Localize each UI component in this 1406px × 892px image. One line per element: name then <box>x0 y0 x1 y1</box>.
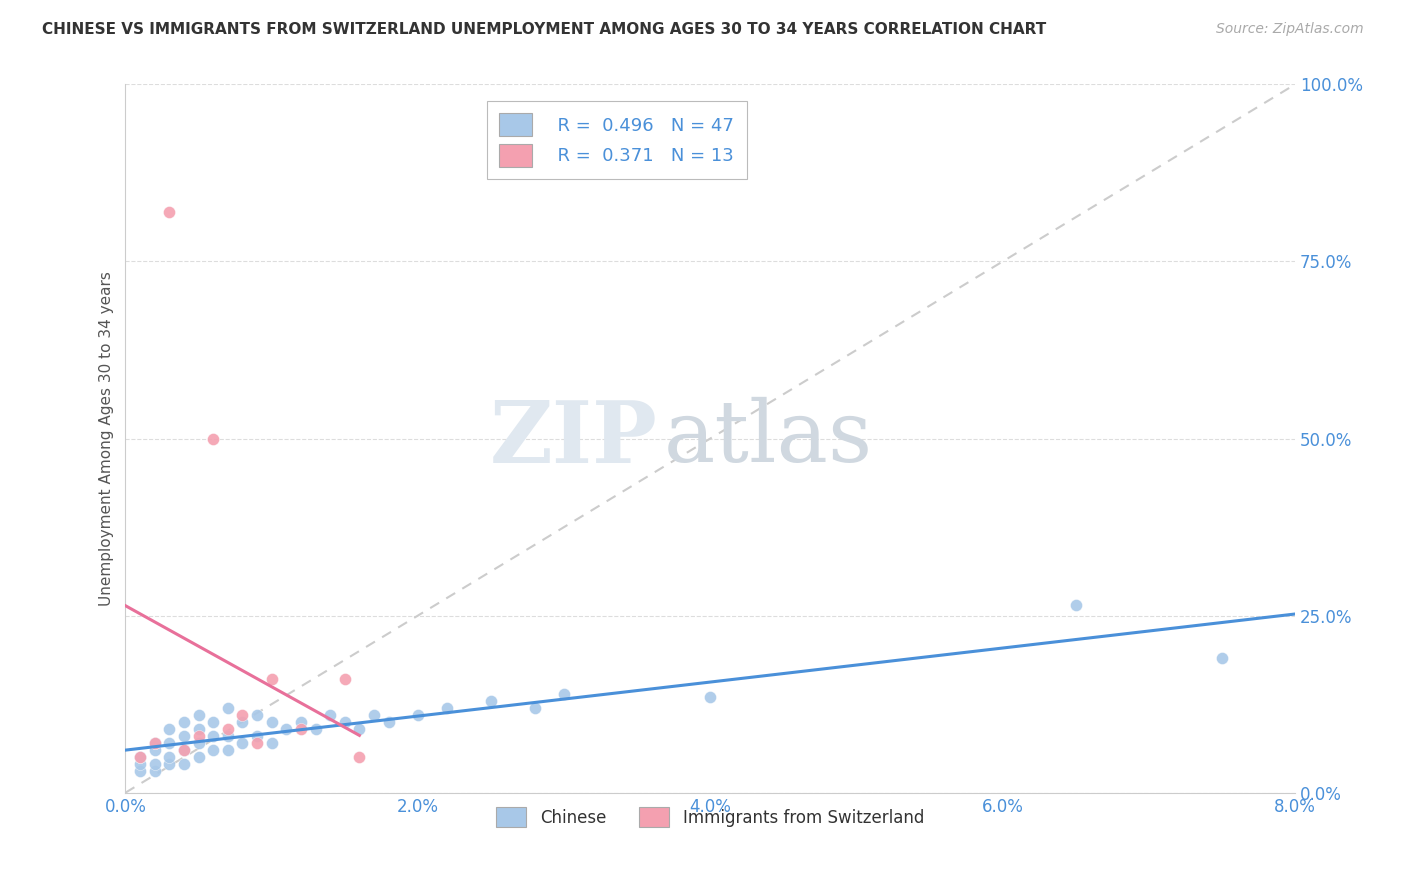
Point <box>157 736 180 750</box>
Point <box>173 743 195 757</box>
Point <box>276 722 298 736</box>
Point <box>304 722 326 736</box>
Point <box>349 750 371 764</box>
Point <box>129 757 152 772</box>
Point <box>173 757 195 772</box>
Point <box>217 700 239 714</box>
Point <box>349 722 371 736</box>
Point <box>157 757 180 772</box>
Point <box>523 700 546 714</box>
Point <box>377 714 399 729</box>
Point <box>260 736 283 750</box>
Text: atlas: atlas <box>664 397 873 480</box>
Point <box>246 736 269 750</box>
Point <box>231 714 253 729</box>
Point <box>187 736 209 750</box>
Point <box>436 700 458 714</box>
Point <box>231 736 253 750</box>
Point <box>260 714 283 729</box>
Point <box>157 205 180 219</box>
Point <box>187 729 209 743</box>
Point <box>129 764 152 779</box>
Point <box>143 736 166 750</box>
Point <box>217 722 239 736</box>
Point <box>479 693 502 707</box>
Point <box>333 673 356 687</box>
Point <box>157 750 180 764</box>
Point <box>406 707 429 722</box>
Point <box>290 714 312 729</box>
Text: Source: ZipAtlas.com: Source: ZipAtlas.com <box>1216 22 1364 37</box>
Point <box>187 722 209 736</box>
Point <box>699 690 721 704</box>
Point <box>246 729 269 743</box>
Legend: Chinese, Immigrants from Switzerland: Chinese, Immigrants from Switzerland <box>489 800 931 834</box>
Point <box>129 750 152 764</box>
Point <box>202 729 225 743</box>
Point <box>143 764 166 779</box>
Point <box>157 722 180 736</box>
Point <box>553 686 575 700</box>
Point <box>173 729 195 743</box>
Point <box>217 743 239 757</box>
Point <box>1064 598 1087 612</box>
Text: CHINESE VS IMMIGRANTS FROM SWITZERLAND UNEMPLOYMENT AMONG AGES 30 TO 34 YEARS CO: CHINESE VS IMMIGRANTS FROM SWITZERLAND U… <box>42 22 1046 37</box>
Point <box>202 743 225 757</box>
Point <box>173 714 195 729</box>
Point <box>143 757 166 772</box>
Point <box>260 673 283 687</box>
Point <box>333 714 356 729</box>
Y-axis label: Unemployment Among Ages 30 to 34 years: Unemployment Among Ages 30 to 34 years <box>100 271 114 606</box>
Point <box>187 750 209 764</box>
Point <box>231 707 253 722</box>
Point <box>1211 651 1233 665</box>
Point <box>246 707 269 722</box>
Point <box>217 729 239 743</box>
Point <box>143 736 166 750</box>
Point <box>173 743 195 757</box>
Point <box>187 707 209 722</box>
Point <box>129 750 152 764</box>
Point <box>290 722 312 736</box>
Text: ZIP: ZIP <box>489 397 658 481</box>
Point <box>319 707 342 722</box>
Point <box>143 743 166 757</box>
Point <box>202 714 225 729</box>
Point <box>202 432 225 446</box>
Point <box>363 707 385 722</box>
